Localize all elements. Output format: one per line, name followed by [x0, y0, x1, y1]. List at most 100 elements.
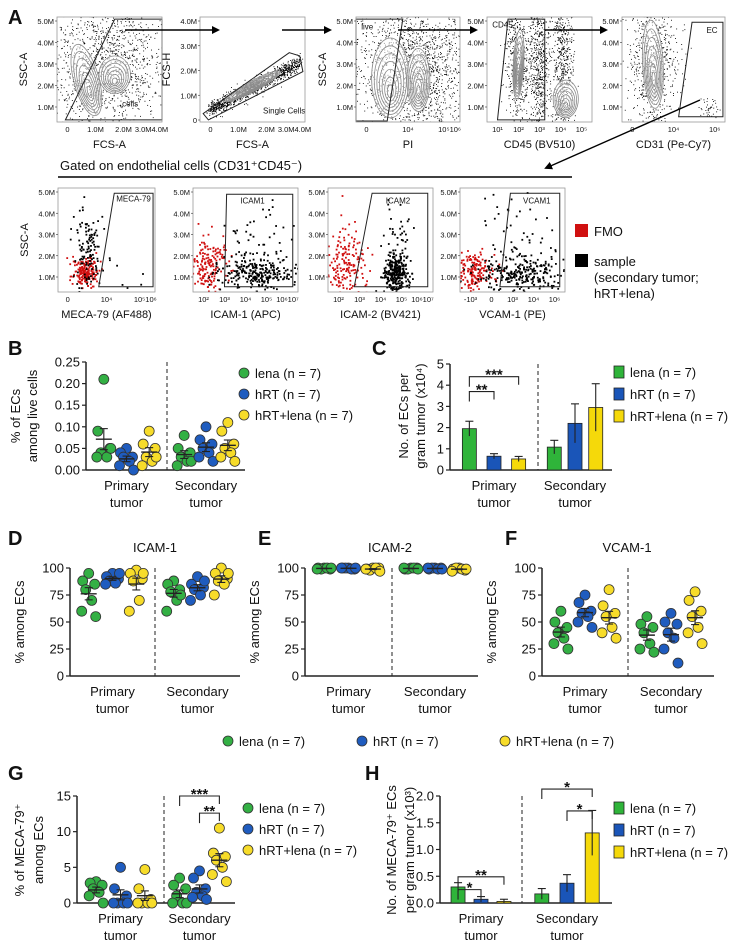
legend-swatch — [238, 367, 250, 379]
data-point — [200, 421, 212, 433]
significance-label: ** — [476, 382, 488, 399]
legend-swatch — [613, 845, 625, 859]
x-tick-label: 10⁶ — [549, 295, 560, 304]
gate-polygon[interactable] — [496, 18, 546, 121]
gate-polygon[interactable] — [98, 192, 154, 288]
legend-swatch — [242, 823, 254, 835]
category-label: Secondary — [536, 911, 599, 926]
chart-F: 0 25 50 75 100 Primary tumor Secondary tumor % am… — [484, 540, 714, 716]
data-point — [201, 894, 212, 905]
y-axis-label: SSC-A — [18, 52, 30, 86]
chart-C: 0 1 2 3 4 5 Primary tumor Secondary tumor No. of E… — [396, 357, 728, 511]
x-tick-label: 10⁴ — [528, 295, 540, 304]
data-point — [586, 622, 598, 633]
significance-bracket — [457, 876, 505, 887]
flow-plot-2-3: VCAM1 5.0M 4.0M 3.0M 2.0M 1.0M -10³ 0 10³ 10⁴ 10⁶V… — [440, 187, 566, 321]
data-point — [215, 451, 227, 463]
x-tick-label: 10⁴ — [402, 125, 414, 134]
category-label: Primary — [459, 911, 504, 926]
data-point — [206, 869, 218, 880]
legend-swatch — [613, 409, 625, 423]
y-tick-label: 75 — [522, 588, 536, 603]
y-tick-label: 25 — [522, 642, 536, 657]
gate-polygon[interactable] — [223, 193, 294, 288]
legend-label: hRT+lena (n = 7) — [630, 845, 728, 860]
chart-D: 0 25 50 75 100 Primary tumor Secondary tumor % am… — [12, 540, 240, 716]
category-label: Primary — [326, 684, 371, 699]
y-axis-label: FCS-H — [161, 53, 173, 87]
legend-label: hRT+lena (n = 7) — [630, 409, 728, 424]
y-tick-label: 5.0M — [440, 188, 457, 197]
x-tick-label: 10⁴ — [668, 125, 680, 134]
y-tick-label: 1.0M — [37, 103, 54, 112]
category-label: Primary — [472, 478, 517, 493]
category-label: Secondary — [175, 478, 238, 493]
data-point — [696, 638, 708, 649]
y-tick-label: 100 — [514, 561, 536, 576]
y-axis-label: % among ECs — [484, 580, 499, 664]
category-label: Primary — [563, 684, 608, 699]
legend-label: hRT+lena (n = 7) — [255, 408, 353, 423]
data-point — [133, 595, 145, 606]
shared-legend-swatch — [356, 735, 368, 747]
gate-label: cells — [122, 99, 138, 108]
data-point — [175, 589, 187, 601]
legend-label: lena (n = 7) — [630, 365, 696, 380]
y-tick-label: 100 — [277, 561, 299, 576]
y-tick-label: 5 — [437, 357, 444, 372]
data-point — [133, 883, 145, 895]
y-tick-label: 25 — [285, 642, 299, 657]
y-tick-label: 3.0M — [180, 42, 197, 51]
category-label: tumor — [189, 495, 223, 510]
x-axis-label: VCAM-1 (PE) — [479, 309, 546, 321]
y-tick-label: 5.0M — [467, 17, 484, 26]
chart-G: 0 5 10 15 Primary tumor Secondary tumor % of MEC… — [12, 786, 357, 943]
category-label: tumor — [332, 701, 366, 716]
data-point — [671, 618, 683, 630]
data-point — [213, 822, 225, 834]
flow-plot-1-3: CD45- 5.0M 4.0M 3.0M 2.0M 1.0M 10¹ 10² 10³ 10⁴ 10⁵… — [467, 16, 593, 151]
y-tick-label: 0 — [64, 896, 71, 911]
y-tick-label: 2.0M — [173, 252, 190, 261]
x-tick-label: 10⁵ — [261, 295, 272, 304]
flow-plot-2-1: ICAM1 5.0M 4.0M 3.0M 2.0M 1.0M 10² 10³ 10⁴ 10⁵ 10⁶… — [173, 187, 299, 321]
category-label: tumor — [104, 928, 138, 943]
data-point — [648, 646, 660, 658]
gate-polygon[interactable] — [353, 192, 429, 288]
panel-letter-H: H — [365, 763, 379, 785]
legend-swatch — [238, 388, 250, 400]
category-label: tumor — [183, 928, 217, 943]
y-tick-label: 3.0M — [173, 231, 190, 240]
y-axis-label: % of MECA-79⁺ — [12, 804, 27, 897]
x-tick-label: 10⁴ — [240, 295, 252, 304]
data-point — [446, 565, 458, 577]
y-tick-label: 50 — [285, 615, 299, 630]
y-tick-label: 2.0M — [440, 252, 457, 261]
gate-polygon[interactable] — [678, 21, 724, 118]
data-point — [91, 451, 103, 463]
y-tick-label: 1.5 — [416, 815, 434, 830]
data-point — [171, 460, 183, 472]
data-point — [229, 455, 241, 467]
gate-polygon[interactable] — [499, 192, 561, 288]
data-point — [555, 605, 567, 617]
y-tick-label: 0 — [529, 669, 536, 684]
x-tick-label: 2.0M — [115, 125, 132, 134]
data-point — [208, 589, 220, 601]
legend-label: lena (n = 7) — [255, 366, 321, 381]
significance-label: *** — [191, 786, 209, 803]
gate-polygon[interactable] — [202, 52, 304, 121]
y-tick-label: 0 — [292, 669, 299, 684]
data-point — [579, 589, 591, 601]
y-tick-label: 4.0M — [173, 209, 190, 218]
legend-label: hRT (n = 7) — [255, 387, 321, 402]
data-point — [603, 584, 615, 595]
x-tick-label: 10⁶ — [709, 125, 720, 134]
y-tick-label: 2.0M — [180, 67, 197, 76]
x-axis-label: ICAM-1 (APC) — [210, 309, 280, 321]
y-axis-label: No. of MECA-79⁺ ECs — [384, 785, 399, 915]
legend-sublabel: (secondary tumor; — [594, 270, 699, 285]
y-tick-label: 0.10 — [55, 419, 80, 434]
category-label: tumor — [654, 701, 688, 716]
